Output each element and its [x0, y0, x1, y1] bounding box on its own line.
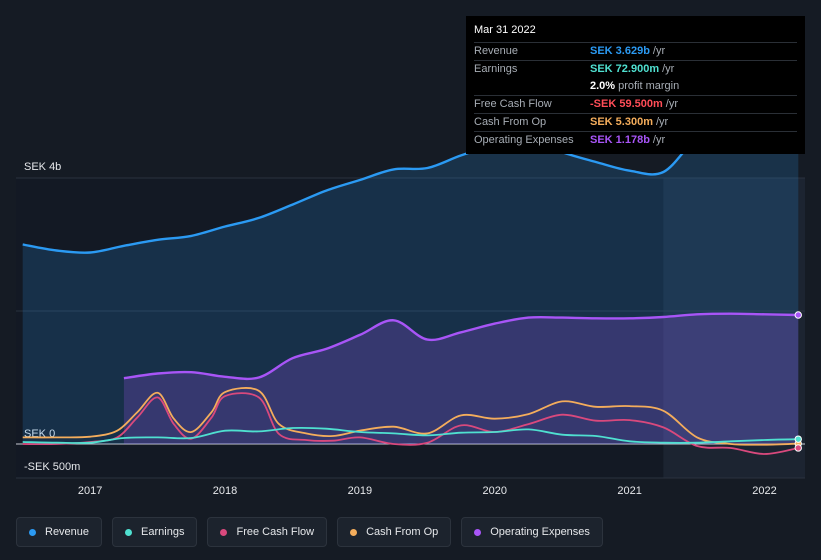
tooltip-row: Revenue SEK 3.629b/yr: [474, 42, 797, 60]
y-tick-label: SEK 4b: [24, 161, 61, 173]
tooltip-row-value: 2.0%: [590, 80, 616, 92]
tooltip-row-value: SEK 1.178b: [590, 134, 650, 146]
data-tooltip: Mar 31 2022 Revenue SEK 3.629b/yr Earnings…: [466, 16, 805, 154]
tooltip-row-unit: /yr: [652, 134, 666, 146]
tooltip-row-value: SEK 5.300m: [590, 116, 653, 128]
tooltip-row-unit: /yr: [652, 45, 666, 57]
legend-item-operating-expenses[interactable]: Operating Expenses: [461, 517, 603, 547]
tooltip-row-value: SEK 3.629b: [590, 45, 650, 57]
legend-item-earnings[interactable]: Earnings: [112, 517, 198, 547]
x-tick-label: 2019: [348, 485, 372, 497]
y-tick-label: -SEK 500m: [24, 461, 80, 473]
legend-label: Operating Expenses: [490, 526, 590, 538]
chart-legend: Revenue Earnings Free Cash Flow Cash From O…: [16, 517, 613, 547]
tooltip-row-label: Earnings: [474, 63, 518, 75]
tooltip-row: Earnings SEK 72.900m/yr: [474, 60, 797, 78]
x-tick-label: 2017: [78, 485, 102, 497]
tooltip-row-value: -SEK 59.500m: [590, 98, 663, 110]
legend-item-revenue[interactable]: Revenue: [16, 517, 103, 547]
tooltip-row-value: SEK 72.900m: [590, 63, 660, 75]
earnings-line: [22, 426, 799, 444]
operating-expenses-line: [123, 312, 799, 381]
chart-area: SEK 4bSEK 0-SEK 500m20172018201920202021…: [16, 115, 805, 497]
tooltip-row-label: Cash From Op: [474, 116, 547, 128]
legend-dot-icon: [350, 528, 358, 536]
tooltip-row: Free Cash Flow -SEK 59.500m/yr: [474, 95, 797, 113]
cash-from-op-line: [22, 387, 799, 446]
forecast-highlight-band: [663, 178, 805, 478]
tooltip-row: 2.0% profit margin: [474, 78, 797, 95]
revenue-line: [22, 116, 799, 254]
legend-dot-icon: [474, 528, 482, 536]
tooltip-row-unit: /yr: [662, 63, 675, 75]
tooltip-row: Cash From Op SEK 5.300m/yr: [474, 113, 797, 131]
x-tick-label: 2021: [617, 485, 641, 497]
legend-dot-icon: [125, 528, 133, 536]
earnings-endpoint: [794, 435, 802, 443]
legend-item-cash-from-op[interactable]: Cash From Op: [337, 517, 452, 547]
legend-dot-icon: [29, 528, 36, 536]
legend-label: Free Cash Flow: [236, 526, 315, 538]
legend-label: Revenue: [45, 526, 90, 538]
tooltip-row-unit: /yr: [655, 116, 669, 128]
revenue-area: [22, 117, 799, 445]
operating-expenses-endpoint: [794, 311, 802, 319]
free-cash-flow-endpoint: [794, 444, 802, 452]
tooltip-date: Mar 31 2022: [474, 24, 536, 36]
x-tick-label: 2022: [752, 485, 776, 497]
tooltip-row-unit: profit margin: [618, 80, 680, 92]
x-tick-label: 2020: [483, 485, 507, 497]
legend-label: Earnings: [141, 526, 185, 538]
x-tick-label: 2018: [213, 485, 237, 497]
operating-expenses-area: [123, 313, 799, 444]
legend-label: Cash From Op: [366, 526, 439, 538]
tooltip-row-label: [474, 78, 590, 95]
tooltip-row-label: Revenue: [474, 45, 519, 57]
tooltip-row-label: Free Cash Flow: [474, 98, 552, 110]
tooltip-row-label: Operating Expenses: [474, 134, 574, 146]
tooltip-row-unit: /yr: [665, 98, 678, 110]
tooltip-row: Operating Expenses SEK 1.178b/yr: [474, 131, 797, 149]
legend-dot-icon: [220, 528, 228, 536]
legend-item-free-cash-flow[interactable]: Free Cash Flow: [207, 517, 328, 547]
free-cash-flow-line: [22, 392, 799, 455]
